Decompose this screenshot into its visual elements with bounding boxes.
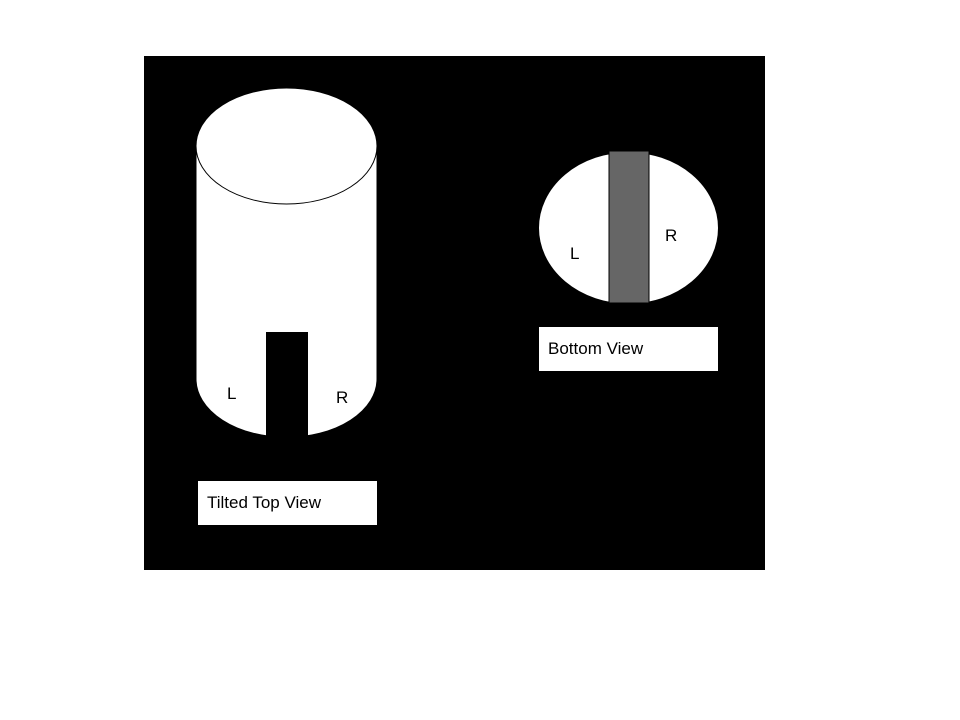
bottom-divider-bar xyxy=(608,150,650,304)
tilted-top-view-caption-text: Tilted Top View xyxy=(207,493,322,512)
cylinder-right-label: R xyxy=(336,388,348,407)
tilted-top-view-caption: Tilted Top View xyxy=(198,481,377,525)
bottom-view-caption-text: Bottom View xyxy=(548,339,644,358)
bottom-right-label: R xyxy=(665,226,677,245)
cylinder-top-ellipse xyxy=(195,87,378,205)
cylinder-left-label: L xyxy=(227,384,236,403)
ellipse-bottom-view: L R xyxy=(538,150,719,305)
bottom-view-caption: Bottom View xyxy=(539,327,718,371)
cylinder-tilted-top-view: L R xyxy=(195,87,378,440)
bottom-left-label: L xyxy=(570,244,579,263)
cylinder-slot xyxy=(266,332,308,440)
